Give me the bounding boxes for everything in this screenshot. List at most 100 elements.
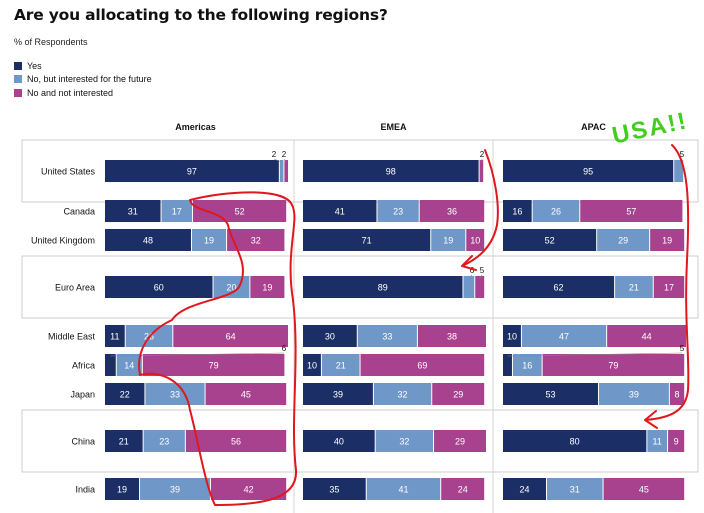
value-label-emea-africa-yes: 10 [307, 361, 317, 371]
value-label-americas-united-states-yes: 97 [187, 167, 197, 177]
bar-americas-japan-no-but-interested-for-the-future [145, 383, 205, 405]
value-label-emea-middle-east-no-but-interested-for-the-future: 33 [382, 332, 392, 342]
annotation-americas-outline [138, 191, 298, 506]
leader-line-emea-euro-area-no-and-not-interested [479, 274, 483, 279]
bar-apac-japan-no-but-interested-for-the-future [598, 383, 669, 405]
value-label-americas-canada-yes: 31 [128, 207, 138, 217]
value-label-apac-china-yes: 80 [570, 437, 580, 447]
bar-apac-euro-area-no-but-interested-for-the-future [615, 276, 653, 298]
bar-emea-middle-east-yes [303, 325, 357, 347]
value-label-apac-japan-yes: 53 [545, 390, 555, 400]
bar-americas-united-kingdom-no-and-not-interested [227, 229, 285, 251]
value-label-emea-africa-no-but-interested-for-the-future: 21 [336, 361, 346, 371]
value-label-emea-india-yes: 35 [329, 485, 339, 495]
value-label-apac-united-states-no-but-interested-for-the-future: 5 [680, 150, 685, 159]
value-label-americas-japan-no-and-not-interested: 45 [241, 390, 251, 400]
value-label-apac-india-no-but-interested-for-the-future: 31 [570, 485, 580, 495]
bar-americas-china-yes [105, 430, 143, 452]
bar-emea-india-no-but-interested-for-the-future [366, 478, 441, 500]
bar-americas-united-kingdom-yes [105, 229, 192, 251]
panel-header-emea: EMEA [380, 122, 407, 132]
bar-emea-canada-no-but-interested-for-the-future [377, 200, 419, 222]
highlight-box-china [21, 409, 699, 473]
value-label-americas-euro-area-no-and-not-interested: 19 [262, 283, 272, 293]
category-label-united-states: United States [41, 167, 96, 177]
bar-emea-united-states-no-and-not-interested [479, 160, 484, 182]
value-label-apac-euro-area-no-and-not-interested: 17 [664, 283, 674, 293]
value-label-americas-india-no-and-not-interested: 42 [244, 485, 254, 495]
bar-apac-euro-area-yes [503, 276, 615, 298]
value-label-emea-euro-area-yes: 89 [378, 283, 388, 293]
bar-americas-africa-no-but-interested-for-the-future [116, 354, 142, 376]
bar-apac-canada-yes [503, 200, 532, 222]
value-label-emea-canada-no-and-not-interested: 36 [447, 207, 457, 217]
bar-apac-china-no-but-interested-for-the-future [647, 430, 668, 452]
bar-emea-india-yes [303, 478, 366, 500]
value-label-emea-middle-east-yes: 30 [325, 332, 335, 342]
bar-apac-united-kingdom-yes [503, 229, 597, 251]
bar-americas-india-yes [105, 478, 140, 500]
bar-americas-africa-yes [105, 354, 116, 376]
bar-apac-middle-east-yes [503, 325, 521, 347]
value-label-americas-africa-yes: 6 [282, 344, 287, 353]
bar-emea-africa-no-and-not-interested [360, 354, 485, 376]
legend-item-yes: Yes [14, 59, 152, 73]
bar-emea-china-yes [303, 430, 375, 452]
value-label-apac-canada-yes: 16 [512, 207, 522, 217]
value-label-emea-india-no-but-interested-for-the-future: 41 [398, 485, 408, 495]
leader-line-apac-africa-yes [507, 352, 683, 357]
value-label-apac-india-no-and-not-interested: 45 [639, 485, 649, 495]
bar-emea-china-no-but-interested-for-the-future [375, 430, 434, 452]
bar-emea-united-kingdom-yes [303, 229, 431, 251]
value-label-emea-japan-no-but-interested-for-the-future: 32 [398, 390, 408, 400]
value-label-americas-united-states-no-and-not-interested: 2 [282, 150, 287, 159]
value-label-emea-middle-east-no-and-not-interested: 38 [447, 332, 457, 342]
bar-americas-united-states-no-and-not-interested [284, 160, 288, 182]
value-label-americas-united-kingdom-no-but-interested-for-the-future: 19 [204, 236, 214, 246]
bar-apac-united-states-yes [503, 160, 674, 182]
bar-emea-euro-area-no-but-interested-for-the-future [463, 276, 475, 298]
value-label-emea-canada-no-but-interested-for-the-future: 23 [393, 207, 403, 217]
value-label-emea-japan-yes: 39 [333, 390, 343, 400]
highlight-box-euro-area [21, 255, 699, 319]
panel-header-apac: APAC [581, 122, 606, 132]
bar-emea-united-kingdom-no-and-not-interested [466, 229, 485, 251]
chart-subtitle: % of Respondents [14, 37, 88, 47]
value-label-emea-china-yes: 40 [334, 437, 344, 447]
value-label-apac-middle-east-no-and-not-interested: 44 [642, 332, 652, 342]
bar-apac-india-no-but-interested-for-the-future [547, 478, 603, 500]
value-label-apac-middle-east-no-but-interested-for-the-future: 47 [559, 332, 569, 342]
legend-item-not-interested: No and not interested [14, 86, 152, 100]
value-label-apac-united-kingdom-no-and-not-interested: 19 [662, 236, 672, 246]
bar-emea-japan-yes [303, 383, 373, 405]
bar-emea-middle-east-no-and-not-interested [417, 325, 486, 347]
legend-label-not-interested: No and not interested [27, 87, 114, 98]
bar-americas-middle-east-yes [105, 325, 125, 347]
value-label-emea-canada-yes: 41 [335, 207, 345, 217]
value-label-americas-middle-east-yes: 11 [110, 332, 119, 342]
chart-title: Are you allocating to the following regi… [14, 6, 388, 24]
legend-swatch-yes [14, 61, 22, 70]
category-label-middle-east: Middle East [48, 332, 96, 342]
bar-apac-india-yes [503, 478, 547, 500]
bar-apac-canada-no-and-not-interested [580, 200, 683, 222]
value-label-emea-japan-no-and-not-interested: 29 [453, 390, 463, 400]
bar-apac-united-kingdom-no-and-not-interested [650, 229, 685, 251]
bar-apac-euro-area-no-and-not-interested [653, 276, 685, 298]
leader-line-emea-euro-area-no-but-interested-for-the-future [468, 274, 473, 279]
leader-line-americas-united-states-no-and-not-interested [283, 158, 287, 163]
value-label-emea-india-no-and-not-interested: 24 [458, 485, 468, 495]
bar-americas-middle-east-no-and-not-interested [173, 325, 288, 347]
bar-apac-japan-no-and-not-interested [669, 383, 685, 405]
legend-swatch-not-interested [14, 88, 22, 97]
value-label-americas-euro-area-no-but-interested-for-the-future: 20 [226, 283, 236, 293]
bar-emea-united-kingdom-no-but-interested-for-the-future [431, 229, 466, 251]
bar-apac-canada-no-but-interested-for-the-future [532, 200, 580, 222]
value-label-americas-canada-no-and-not-interested: 52 [235, 207, 245, 217]
bar-americas-united-states-yes [105, 160, 279, 182]
bar-americas-japan-yes [105, 383, 145, 405]
bar-emea-africa-yes [303, 354, 321, 376]
category-label-india: India [75, 485, 95, 495]
bar-emea-canada-no-and-not-interested [419, 200, 485, 222]
bar-americas-india-no-but-interested-for-the-future [140, 478, 210, 500]
